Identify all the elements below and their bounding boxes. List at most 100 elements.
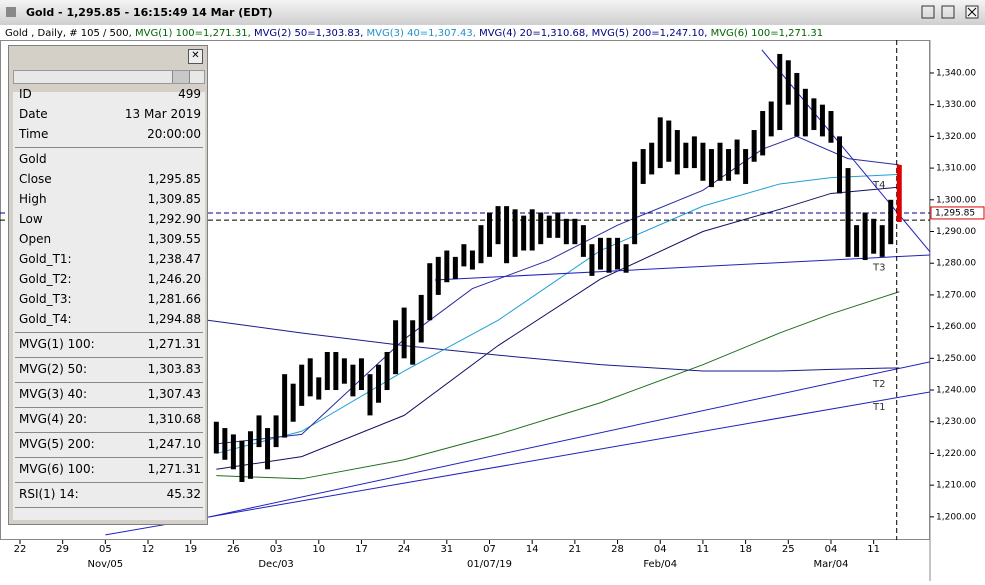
price-bar — [666, 120, 672, 162]
price-bar — [572, 218, 578, 245]
y-tick-label: 1,240.00 — [936, 386, 976, 396]
price-bar — [879, 225, 885, 257]
close-button[interactable] — [965, 5, 979, 19]
panel-row: Close 1,295.85 — [13, 172, 205, 186]
price-bar — [888, 199, 894, 245]
row-value: 1,303.83 — [147, 362, 201, 376]
y-tick-label: 1,340.00 — [936, 68, 976, 78]
float-button[interactable] — [921, 5, 935, 19]
price-bar — [615, 237, 621, 270]
panel-row: MVG(6) 100: 1,271.31 — [13, 462, 205, 476]
row-value: 1,292.90 — [147, 212, 201, 226]
info-segment: MVG(3) 40=1,307.43, — [367, 28, 476, 39]
row-label: High — [19, 192, 47, 206]
price-bar — [862, 212, 868, 261]
panel-row: MVG(4) 20: 1,310.68 — [13, 412, 205, 426]
x-tick-label: 12 — [142, 544, 155, 555]
price-bar — [768, 101, 774, 137]
separator — [15, 357, 203, 358]
price-bar — [469, 250, 475, 270]
price-bar — [837, 136, 843, 194]
row-label: RSI(1) 14: — [19, 487, 79, 501]
price-bar — [649, 142, 655, 175]
price-bar — [529, 209, 535, 251]
panel-row: Open 1,309.55 — [13, 232, 205, 246]
moving-average — [216, 135, 900, 445]
price-bar — [350, 364, 356, 397]
price-bar — [589, 244, 595, 276]
panel-row: MVG(3) 40: 1,307.43 — [13, 387, 205, 401]
separator — [15, 432, 203, 433]
x-tick-label: 22 — [14, 544, 27, 555]
y-tick-label: 1,310.00 — [936, 164, 976, 174]
panel-scrollbar[interactable] — [13, 70, 205, 84]
price-bar — [452, 256, 458, 280]
price-bar — [597, 237, 603, 270]
price-bar — [239, 440, 245, 482]
panel-row: High 1,309.85 — [13, 192, 205, 206]
price-bar — [777, 53, 783, 131]
price-bar — [521, 215, 527, 251]
price-bar — [504, 206, 510, 264]
moving-average — [216, 291, 900, 480]
info-segment: MVG(6) 100=1,271.31 — [711, 28, 824, 39]
x-month-label: Mar/04 — [813, 559, 848, 570]
x-tick-label: 25 — [782, 544, 795, 555]
price-bar — [546, 215, 552, 238]
price-bar — [324, 351, 330, 391]
price-bar — [427, 263, 433, 321]
price-bar — [393, 320, 399, 375]
row-value: 499 — [178, 87, 201, 101]
row-value: 1,307.43 — [147, 387, 201, 401]
price-bar — [384, 351, 390, 391]
row-label: Close — [19, 172, 52, 186]
maximize-button[interactable] — [941, 5, 955, 19]
panel-close[interactable]: ✕ — [188, 49, 203, 64]
price-bar — [606, 237, 612, 273]
price-bar — [708, 149, 714, 188]
row-label: Date — [19, 107, 48, 121]
row-value: 45.32 — [166, 487, 201, 501]
window-title: Gold - 1,295.85 - 16:15:49 14 Mar (EDT) — [26, 6, 272, 19]
price-bar — [273, 415, 279, 448]
x-tick-label: 07 — [483, 544, 496, 555]
y-tick-label: 1,200.00 — [936, 512, 976, 522]
panel-row: ID 499 — [13, 87, 205, 101]
info-segment: MVG(4) 20=1,310.68, — [479, 28, 588, 39]
price-bar — [256, 415, 262, 448]
price-bar — [316, 377, 322, 400]
price-bar — [487, 212, 493, 257]
info-line: Gold , Daily, # 105 / 500, MVG(1) 100=1,… — [5, 28, 823, 39]
x-tick-label: 24 — [398, 544, 411, 555]
row-value: 1,309.55 — [147, 232, 201, 246]
price-bar — [495, 206, 501, 245]
panel-row: Gold_T4: 1,294.88 — [13, 312, 205, 326]
price-box — [930, 206, 985, 220]
x-month-label: 01/07/19 — [467, 559, 512, 570]
x-tick-label: 11 — [697, 544, 710, 555]
row-value: 1,294.88 — [147, 312, 201, 326]
separator — [15, 482, 203, 483]
y-tick-label: 1,290.00 — [936, 227, 976, 237]
price-bar — [683, 142, 689, 169]
panel-row: Gold_T2: 1,246.20 — [13, 272, 205, 286]
moving-average — [207, 319, 900, 372]
trendline-label: T3 — [872, 263, 885, 274]
price-bar — [734, 139, 740, 175]
info-segment: MVG(1) 100=1,271.31, — [135, 28, 251, 39]
price-bar — [538, 212, 544, 245]
separator — [15, 407, 203, 408]
y-tick-label: 1,250.00 — [936, 354, 976, 364]
price-bar — [871, 218, 877, 254]
panel-row: Gold — [13, 152, 205, 166]
row-label: Gold_T2: — [19, 272, 72, 286]
x-tick-label: 18 — [739, 544, 752, 555]
row-label: Gold_T1: — [19, 252, 72, 266]
title-bar — [0, 0, 985, 25]
price-bar — [299, 364, 305, 406]
info-segment: Gold , Daily, # 105 / 500, — [5, 28, 132, 39]
trendline-label: T4 — [872, 180, 885, 191]
x-tick-label: 31 — [440, 544, 453, 555]
y-tick-label: 1,260.00 — [936, 322, 976, 332]
